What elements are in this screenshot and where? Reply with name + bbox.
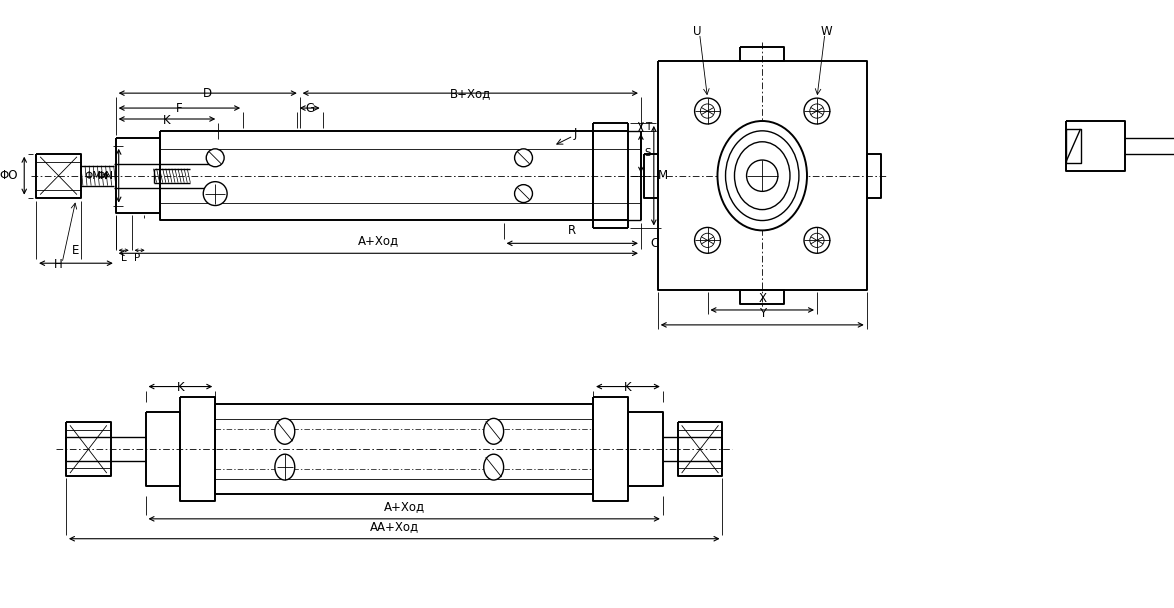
Text: U: U bbox=[694, 25, 702, 38]
Text: R: R bbox=[568, 224, 576, 237]
Text: C: C bbox=[650, 237, 659, 250]
Text: А+Ход: А+Ход bbox=[358, 234, 399, 247]
Text: X: X bbox=[758, 292, 767, 305]
Circle shape bbox=[810, 104, 824, 118]
Ellipse shape bbox=[726, 131, 799, 221]
Ellipse shape bbox=[735, 142, 790, 210]
Ellipse shape bbox=[717, 121, 807, 230]
Circle shape bbox=[701, 233, 715, 247]
Ellipse shape bbox=[484, 418, 504, 444]
Circle shape bbox=[804, 227, 830, 254]
Text: K: K bbox=[163, 114, 170, 127]
Text: ΦO: ΦO bbox=[0, 169, 19, 182]
Circle shape bbox=[695, 98, 721, 124]
Text: В+Ход: В+Ход bbox=[450, 87, 491, 100]
Ellipse shape bbox=[484, 454, 504, 480]
Text: P: P bbox=[135, 254, 141, 263]
Text: W: W bbox=[821, 25, 832, 38]
Circle shape bbox=[207, 149, 224, 167]
Text: J: J bbox=[574, 128, 576, 140]
Text: E: E bbox=[73, 244, 80, 257]
Circle shape bbox=[747, 160, 778, 192]
Circle shape bbox=[203, 182, 227, 206]
Circle shape bbox=[810, 233, 824, 247]
Text: K: K bbox=[625, 381, 632, 393]
Text: T: T bbox=[645, 122, 652, 132]
Text: А+Ход: А+Ход bbox=[384, 500, 425, 513]
Text: Y: Y bbox=[758, 307, 765, 320]
Text: АА+Ход: АА+Ход bbox=[370, 520, 419, 533]
Circle shape bbox=[701, 104, 715, 118]
Text: ΦN: ΦN bbox=[96, 171, 114, 181]
Text: S: S bbox=[645, 148, 652, 158]
Text: D: D bbox=[203, 87, 212, 100]
Ellipse shape bbox=[275, 454, 295, 480]
Circle shape bbox=[804, 98, 830, 124]
Text: K: K bbox=[176, 381, 184, 393]
Text: H: H bbox=[54, 258, 62, 271]
Text: F: F bbox=[176, 102, 183, 115]
Text: L: L bbox=[121, 254, 127, 263]
Text: ΦM: ΦM bbox=[85, 171, 102, 181]
Circle shape bbox=[514, 149, 533, 167]
Circle shape bbox=[695, 227, 721, 254]
Circle shape bbox=[514, 185, 533, 202]
Ellipse shape bbox=[275, 418, 295, 444]
Text: M: M bbox=[657, 169, 668, 182]
Text: G: G bbox=[305, 102, 315, 115]
